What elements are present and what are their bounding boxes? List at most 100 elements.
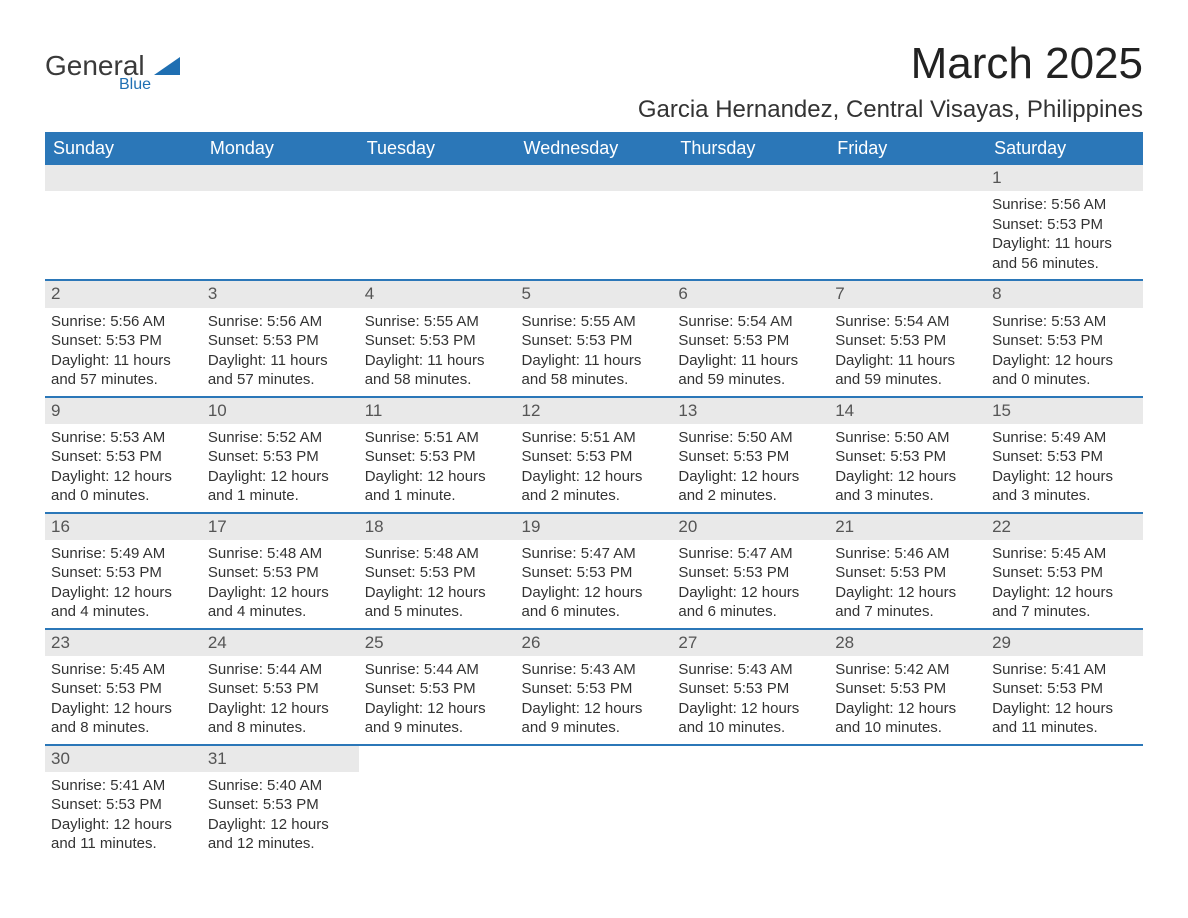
sunrise: Sunrise: 5:45 AM bbox=[992, 544, 1137, 564]
daylight-line1: Daylight: 12 hours bbox=[678, 467, 823, 487]
sunrise: Sunrise: 5:41 AM bbox=[992, 660, 1137, 680]
day-number-cell: 29 bbox=[986, 629, 1143, 656]
day-body-cell bbox=[986, 772, 1143, 860]
sunset: Sunset: 5:53 PM bbox=[208, 563, 353, 583]
week-numbers-row: 23242526272829 bbox=[45, 629, 1143, 656]
day-number-cell: 1 bbox=[986, 165, 1143, 191]
day-number-empty bbox=[359, 165, 516, 191]
week-numbers-row: 3031 bbox=[45, 745, 1143, 772]
sunrise: Sunrise: 5:53 AM bbox=[992, 312, 1137, 332]
day-number: 20 bbox=[672, 514, 829, 540]
day-number-empty bbox=[516, 165, 673, 191]
sunrise: Sunrise: 5:48 AM bbox=[208, 544, 353, 564]
day-body-cell: Sunrise: 5:47 AMSunset: 5:53 PMDaylight:… bbox=[672, 540, 829, 629]
sunset: Sunset: 5:53 PM bbox=[522, 331, 667, 351]
daylight-line2: and 2 minutes. bbox=[678, 486, 823, 506]
day-body-cell: Sunrise: 5:50 AMSunset: 5:53 PMDaylight:… bbox=[672, 424, 829, 513]
sunrise: Sunrise: 5:54 AM bbox=[835, 312, 980, 332]
day-body-cell: Sunrise: 5:51 AMSunset: 5:53 PMDaylight:… bbox=[516, 424, 673, 513]
sunset: Sunset: 5:53 PM bbox=[522, 563, 667, 583]
sunset: Sunset: 5:53 PM bbox=[51, 563, 196, 583]
daylight-line2: and 8 minutes. bbox=[51, 718, 196, 738]
day-number: 9 bbox=[45, 398, 202, 424]
sunrise: Sunrise: 5:42 AM bbox=[835, 660, 980, 680]
sunrise: Sunrise: 5:49 AM bbox=[992, 428, 1137, 448]
daylight-line1: Daylight: 12 hours bbox=[51, 699, 196, 719]
sunset: Sunset: 5:53 PM bbox=[992, 447, 1137, 467]
sunrise: Sunrise: 5:51 AM bbox=[522, 428, 667, 448]
daylight-line1: Daylight: 12 hours bbox=[51, 815, 196, 835]
day-details: Sunrise: 5:45 AMSunset: 5:53 PMDaylight:… bbox=[45, 656, 202, 744]
day-number-cell: 5 bbox=[516, 280, 673, 307]
daylight-line1: Daylight: 11 hours bbox=[992, 234, 1137, 254]
daylight-line1: Daylight: 11 hours bbox=[51, 351, 196, 371]
day-number: 12 bbox=[516, 398, 673, 424]
day-details: Sunrise: 5:51 AMSunset: 5:53 PMDaylight:… bbox=[516, 424, 673, 512]
daylight-line1: Daylight: 12 hours bbox=[522, 583, 667, 603]
sunrise: Sunrise: 5:47 AM bbox=[678, 544, 823, 564]
day-number: 3 bbox=[202, 281, 359, 307]
day-number: 14 bbox=[829, 398, 986, 424]
month-title: March 2025 bbox=[638, 40, 1143, 88]
day-details: Sunrise: 5:48 AMSunset: 5:53 PMDaylight:… bbox=[202, 540, 359, 628]
day-number-cell: 13 bbox=[672, 397, 829, 424]
daylight-line1: Daylight: 12 hours bbox=[365, 583, 510, 603]
daylight-line2: and 8 minutes. bbox=[208, 718, 353, 738]
daylight-line2: and 3 minutes. bbox=[992, 486, 1137, 506]
day-number: 28 bbox=[829, 630, 986, 656]
daylight-line1: Daylight: 11 hours bbox=[522, 351, 667, 371]
sunset: Sunset: 5:53 PM bbox=[208, 447, 353, 467]
day-body-cell: Sunrise: 5:43 AMSunset: 5:53 PMDaylight:… bbox=[672, 656, 829, 745]
day-number: 8 bbox=[986, 281, 1143, 307]
sunset: Sunset: 5:53 PM bbox=[992, 215, 1137, 235]
sunrise: Sunrise: 5:56 AM bbox=[208, 312, 353, 332]
day-body-cell bbox=[829, 772, 986, 860]
day-number-cell: 22 bbox=[986, 513, 1143, 540]
sunset: Sunset: 5:53 PM bbox=[51, 679, 196, 699]
daylight-line2: and 5 minutes. bbox=[365, 602, 510, 622]
daylight-line2: and 6 minutes. bbox=[522, 602, 667, 622]
day-number-cell: 20 bbox=[672, 513, 829, 540]
day-body-cell: Sunrise: 5:43 AMSunset: 5:53 PMDaylight:… bbox=[516, 656, 673, 745]
title-block: March 2025 Garcia Hernandez, Central Vis… bbox=[638, 40, 1143, 124]
day-details: Sunrise: 5:55 AMSunset: 5:53 PMDaylight:… bbox=[359, 308, 516, 396]
day-body-cell: Sunrise: 5:44 AMSunset: 5:53 PMDaylight:… bbox=[359, 656, 516, 745]
day-header-row: Sunday Monday Tuesday Wednesday Thursday… bbox=[45, 132, 1143, 165]
daylight-line1: Daylight: 12 hours bbox=[522, 699, 667, 719]
day-details: Sunrise: 5:48 AMSunset: 5:53 PMDaylight:… bbox=[359, 540, 516, 628]
day-number-cell: 17 bbox=[202, 513, 359, 540]
sunrise: Sunrise: 5:43 AM bbox=[678, 660, 823, 680]
calendar-table: Sunday Monday Tuesday Wednesday Thursday… bbox=[45, 132, 1143, 860]
day-body-cell: Sunrise: 5:41 AMSunset: 5:53 PMDaylight:… bbox=[45, 772, 202, 860]
day-body-cell: Sunrise: 5:56 AMSunset: 5:53 PMDaylight:… bbox=[202, 308, 359, 397]
day-details: Sunrise: 5:44 AMSunset: 5:53 PMDaylight:… bbox=[202, 656, 359, 744]
sunset: Sunset: 5:53 PM bbox=[835, 447, 980, 467]
day-number: 7 bbox=[829, 281, 986, 307]
sunrise: Sunrise: 5:50 AM bbox=[678, 428, 823, 448]
daylight-line1: Daylight: 12 hours bbox=[835, 467, 980, 487]
day-body-cell: Sunrise: 5:44 AMSunset: 5:53 PMDaylight:… bbox=[202, 656, 359, 745]
daylight-line2: and 4 minutes. bbox=[208, 602, 353, 622]
day-body-cell: Sunrise: 5:55 AMSunset: 5:53 PMDaylight:… bbox=[359, 308, 516, 397]
sunset: Sunset: 5:53 PM bbox=[835, 563, 980, 583]
day-number: 23 bbox=[45, 630, 202, 656]
sunrise: Sunrise: 5:44 AM bbox=[208, 660, 353, 680]
sunrise: Sunrise: 5:53 AM bbox=[51, 428, 196, 448]
daylight-line2: and 1 minute. bbox=[208, 486, 353, 506]
daylight-line2: and 57 minutes. bbox=[51, 370, 196, 390]
daylight-line2: and 4 minutes. bbox=[51, 602, 196, 622]
sunrise: Sunrise: 5:48 AM bbox=[365, 544, 510, 564]
day-body-cell: Sunrise: 5:45 AMSunset: 5:53 PMDaylight:… bbox=[986, 540, 1143, 629]
day-number-cell: 27 bbox=[672, 629, 829, 656]
day-body-cell: Sunrise: 5:48 AMSunset: 5:53 PMDaylight:… bbox=[359, 540, 516, 629]
day-number-cell bbox=[672, 745, 829, 772]
day-number-empty bbox=[45, 165, 202, 191]
day-number-cell: 7 bbox=[829, 280, 986, 307]
sunset: Sunset: 5:53 PM bbox=[365, 331, 510, 351]
day-number-cell: 26 bbox=[516, 629, 673, 656]
day-number: 30 bbox=[45, 746, 202, 772]
day-number: 27 bbox=[672, 630, 829, 656]
daylight-line2: and 7 minutes. bbox=[992, 602, 1137, 622]
sunset: Sunset: 5:53 PM bbox=[51, 447, 196, 467]
day-body-cell: Sunrise: 5:54 AMSunset: 5:53 PMDaylight:… bbox=[672, 308, 829, 397]
